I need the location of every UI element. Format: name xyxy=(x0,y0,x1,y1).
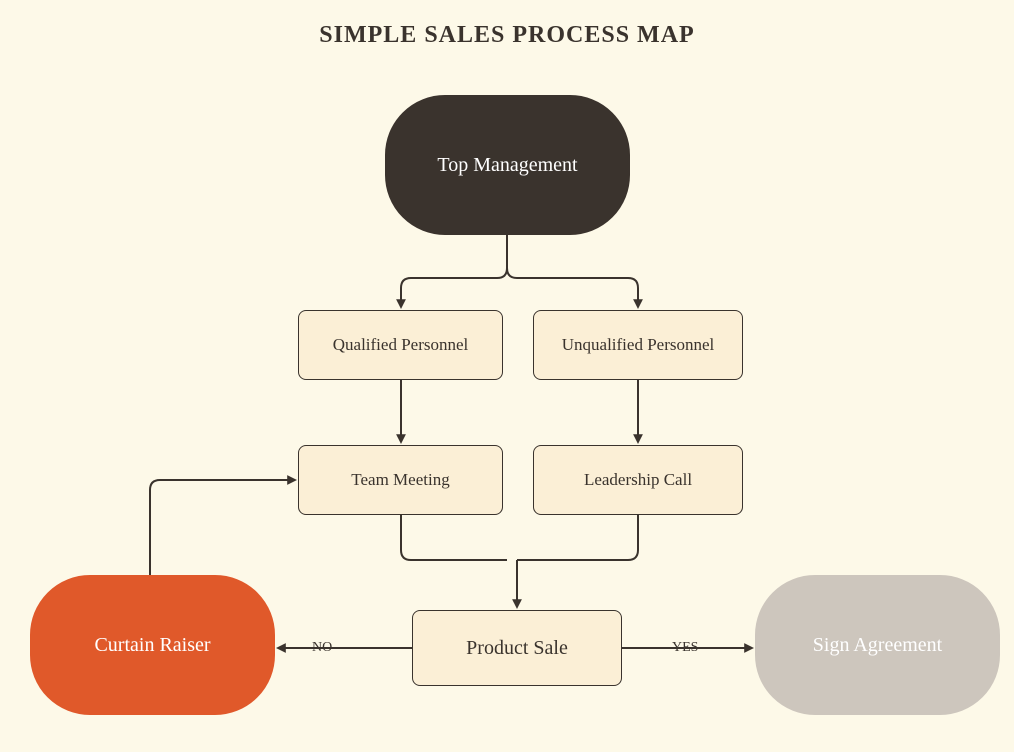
node-product-sale: Product Sale xyxy=(412,610,622,686)
edge-label-yes: YES xyxy=(672,640,698,656)
page-title: SIMPLE SALES PROCESS MAP xyxy=(0,22,1014,49)
node-qualified-personnel: Qualified Personnel xyxy=(298,310,503,380)
node-curtain-raiser: Curtain Raiser xyxy=(30,575,275,715)
node-leadership-call: Leadership Call xyxy=(533,445,743,515)
node-top-management: Top Management xyxy=(385,95,630,235)
node-unqualified-personnel: Unqualified Personnel xyxy=(533,310,743,380)
node-sign-agreement: Sign Agreement xyxy=(755,575,1000,715)
edge-label-no: NO xyxy=(312,640,332,656)
node-team-meeting: Team Meeting xyxy=(298,445,503,515)
